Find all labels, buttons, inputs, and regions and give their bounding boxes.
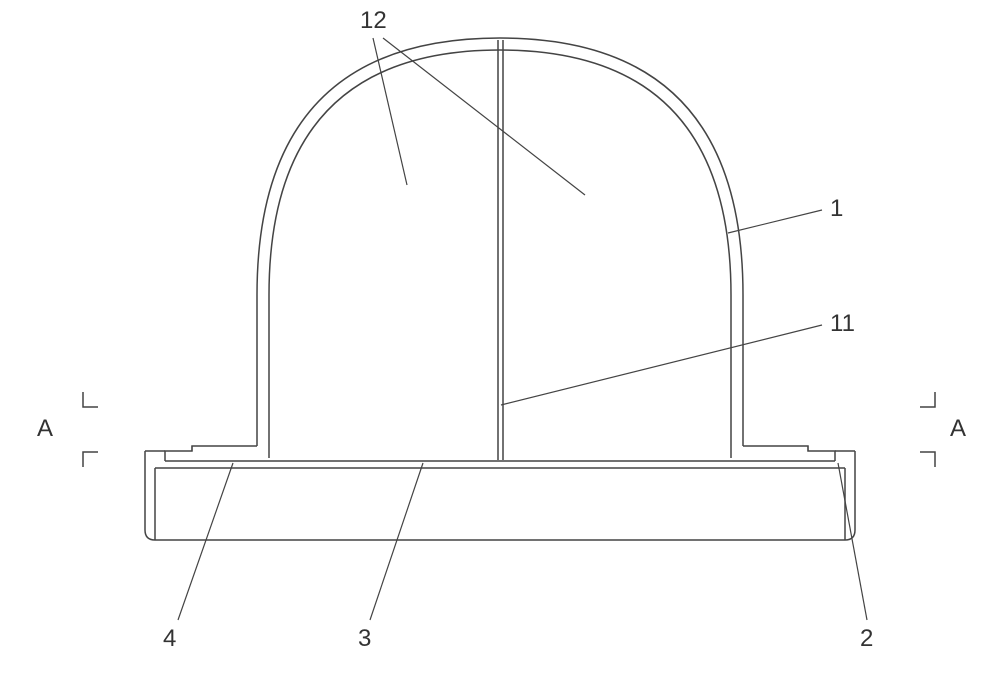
leader-3 xyxy=(370,463,423,620)
label-12: 12 xyxy=(360,7,387,35)
label-2: 2 xyxy=(860,625,873,653)
label-11: 11 xyxy=(830,310,855,338)
label-a-left: A xyxy=(37,415,53,443)
dome-inner xyxy=(269,50,731,446)
label-4: 4 xyxy=(163,625,176,653)
label-a-right: A xyxy=(950,415,966,443)
leader-2 xyxy=(838,463,867,620)
leader-12-a xyxy=(373,38,407,185)
leader-11 xyxy=(501,325,822,405)
leader-1 xyxy=(728,210,822,233)
flange-right xyxy=(743,446,835,461)
label-3: 3 xyxy=(358,625,371,653)
section-mark-a-right xyxy=(920,392,935,467)
dome-outer xyxy=(257,38,743,446)
label-1: 1 xyxy=(830,195,843,223)
section-mark-a-left xyxy=(83,392,98,467)
base-outer xyxy=(145,451,855,540)
leader-4 xyxy=(178,463,233,620)
leader-12-b xyxy=(383,38,585,195)
flange-left xyxy=(165,446,257,461)
